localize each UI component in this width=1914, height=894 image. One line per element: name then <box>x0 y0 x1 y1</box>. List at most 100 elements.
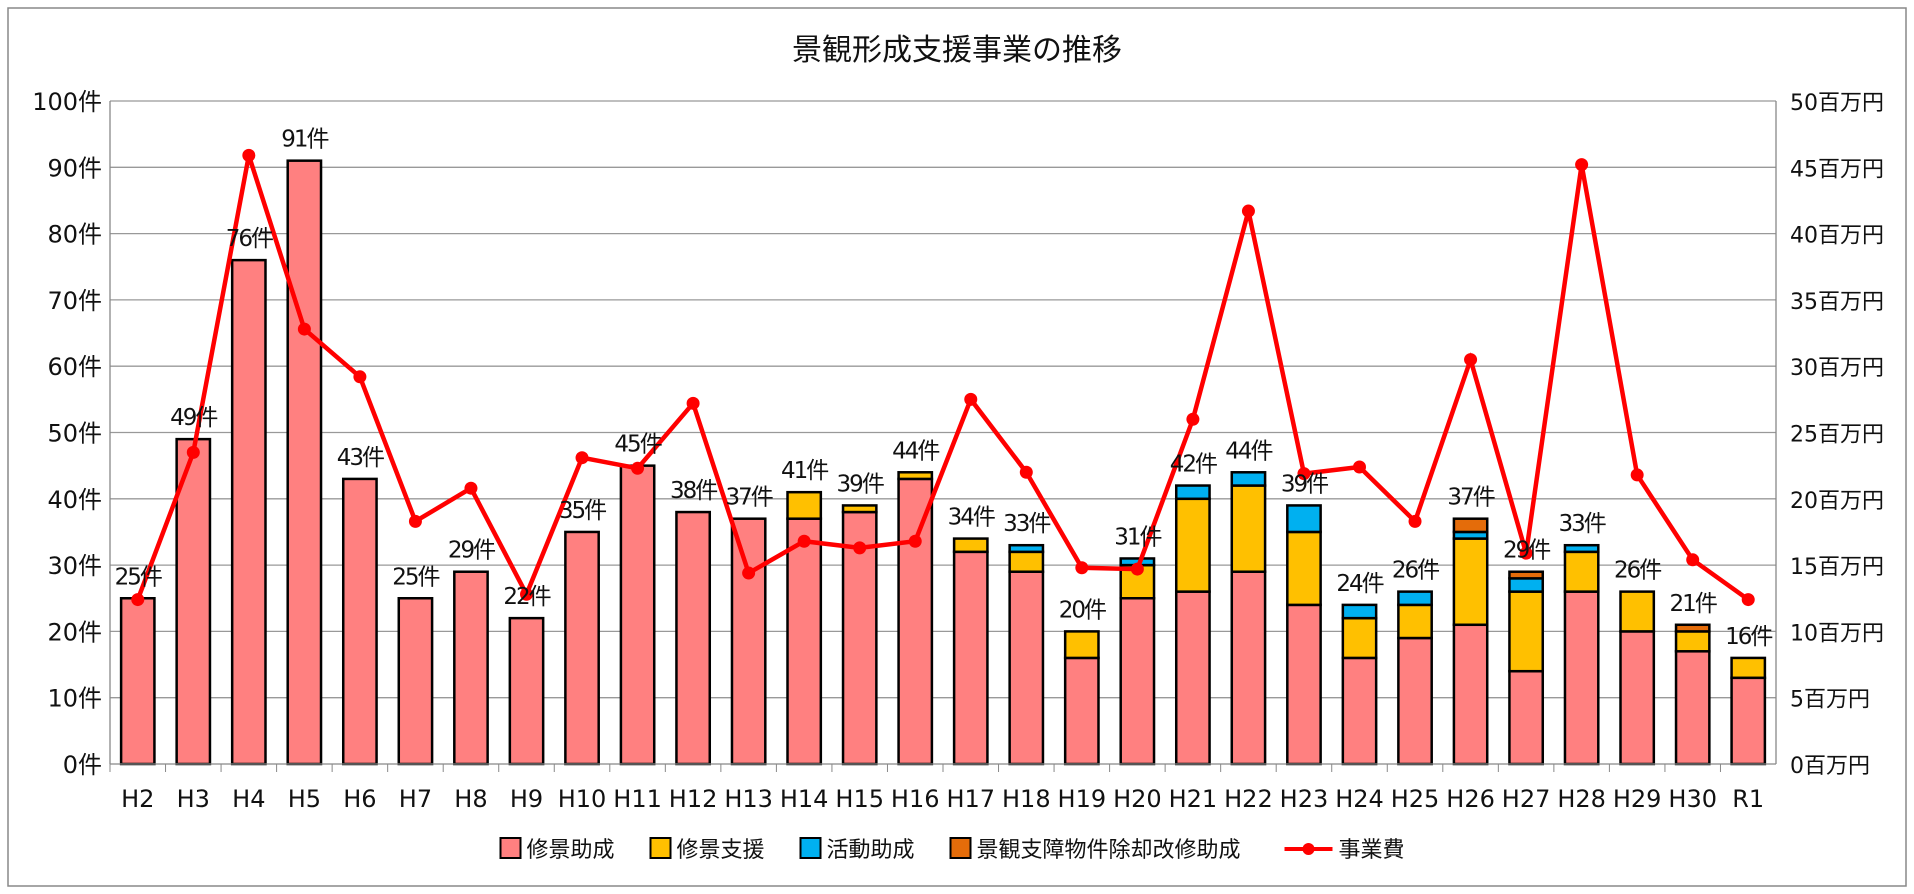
x-tick-label: H5 <box>288 785 321 813</box>
bar-total-label: 35件 <box>559 498 606 524</box>
x-tick-label: H8 <box>454 785 487 813</box>
bar-segment <box>1286 530 1322 607</box>
y-right-tick-label: 45百万円 <box>1790 157 1884 182</box>
bar-segment <box>1119 597 1156 766</box>
legend-swatch <box>799 837 822 859</box>
legend-swatch-marker <box>1302 843 1315 855</box>
y-right-tick-label: 35百万円 <box>1790 290 1884 315</box>
x-tick-label: H13 <box>724 785 773 813</box>
line-point <box>131 593 145 607</box>
line-point <box>1408 514 1422 528</box>
bar-segment <box>1341 603 1378 620</box>
bar-segment <box>1619 590 1656 633</box>
bar-segment <box>453 570 489 766</box>
bar-total-label: 37件 <box>1447 485 1494 511</box>
bar-segment <box>675 510 712 766</box>
line-point <box>1741 593 1755 607</box>
bar-segment <box>1452 537 1489 627</box>
y-left-tick-label: 70件 <box>47 287 102 315</box>
bar-total-label: 26件 <box>1392 558 1439 584</box>
line-point <box>242 148 256 162</box>
bar-total-label: 25件 <box>392 564 439 590</box>
legend-label: 景観支障物件除却改修助成 <box>977 838 1241 863</box>
bar-total-label: 43件 <box>337 445 384 471</box>
x-tick-label: H29 <box>1613 785 1662 813</box>
y-right-tick-label: 30百万円 <box>1790 356 1884 381</box>
line-point <box>908 534 922 548</box>
bar-total-label: 39件 <box>837 471 884 497</box>
legend-label: 修景支援 <box>677 838 765 863</box>
y-right-tick-label: 20百万円 <box>1790 489 1884 514</box>
bar-segment <box>1286 603 1322 766</box>
line-point <box>297 322 311 336</box>
line-point <box>853 541 867 555</box>
legend: 修景助成 修景支援 活動助成 景観支障物件除却改修助成 事業費 <box>499 837 1405 863</box>
bar-segment <box>397 597 434 766</box>
x-tick-label: H21 <box>1169 785 1218 813</box>
x-tick-label: H10 <box>558 785 607 813</box>
line-path <box>135 154 1750 602</box>
y-left-tick-label: 0件 <box>63 751 102 779</box>
bar-total-label: 29件 <box>448 538 495 564</box>
x-tick-label: R1 <box>1732 785 1764 813</box>
y-left-tick-label: 40件 <box>47 486 102 514</box>
line-point <box>1186 412 1200 426</box>
y-right-tick-label: 15百万円 <box>1790 555 1884 580</box>
bar-total-label: 42件 <box>1170 452 1217 478</box>
line-point <box>1019 465 1033 479</box>
x-tick-label: H30 <box>1668 785 1717 813</box>
bar-segment <box>1230 471 1267 487</box>
line-point <box>1519 546 1533 560</box>
x-tick-label: H23 <box>1280 785 1329 813</box>
bar-segment <box>1508 570 1545 580</box>
bar-segment <box>1174 590 1211 766</box>
y-right-tick-label: 10百万円 <box>1790 621 1884 646</box>
bar-segment <box>1508 669 1545 766</box>
bar-segment <box>1230 570 1267 766</box>
line-point <box>964 392 978 406</box>
x-tick-label: H11 <box>613 785 662 813</box>
line-point <box>1686 553 1700 567</box>
line-point <box>742 566 756 580</box>
line-point <box>408 514 422 528</box>
bar-segment <box>564 530 600 766</box>
bar-segment <box>1008 550 1045 573</box>
bar-segment <box>1174 484 1211 501</box>
bar-segment <box>619 464 656 766</box>
bar-total-label: 29件 <box>1503 538 1550 564</box>
bar-segment <box>841 504 878 514</box>
bar-segment <box>1286 504 1322 534</box>
legend-swatch <box>949 837 972 859</box>
bar-segment <box>1230 484 1267 573</box>
x-tick-label: H25 <box>1391 785 1440 813</box>
bar-segment <box>1397 603 1433 640</box>
line-point <box>1464 353 1478 367</box>
line-point <box>797 534 811 548</box>
bar-total-label: 33件 <box>1558 511 1605 537</box>
x-tick-label: H16 <box>891 785 940 813</box>
bar-segment <box>952 550 989 766</box>
bar-total-label: 31件 <box>1114 524 1161 550</box>
x-tick-label: H9 <box>510 785 543 813</box>
y-right-tick-label: 0百万円 <box>1790 754 1870 779</box>
bar-segment <box>1397 636 1433 766</box>
x-tick-label: H22 <box>1224 785 1273 813</box>
bar-segment <box>1008 570 1045 766</box>
line-point <box>1075 561 1089 575</box>
bar-segment <box>1174 497 1211 593</box>
line-point <box>575 451 589 465</box>
bar-total-label: 25件 <box>115 564 162 590</box>
bar-segment <box>119 597 156 766</box>
bar-segment <box>508 616 545 766</box>
bar-total-label: 20件 <box>1059 597 1106 623</box>
bar-total-label: 91件 <box>281 127 328 153</box>
bar-total-label: 45件 <box>614 432 661 458</box>
y-left-tick-label: 20件 <box>47 618 102 646</box>
bar-segment <box>1508 577 1545 593</box>
bar-segment <box>1563 590 1600 766</box>
y-right-tick-label: 50百万円 <box>1790 91 1884 116</box>
x-tick-label: H27 <box>1502 785 1551 813</box>
x-tick-label: H17 <box>946 785 995 813</box>
bar-total-label: 76件 <box>226 226 273 252</box>
